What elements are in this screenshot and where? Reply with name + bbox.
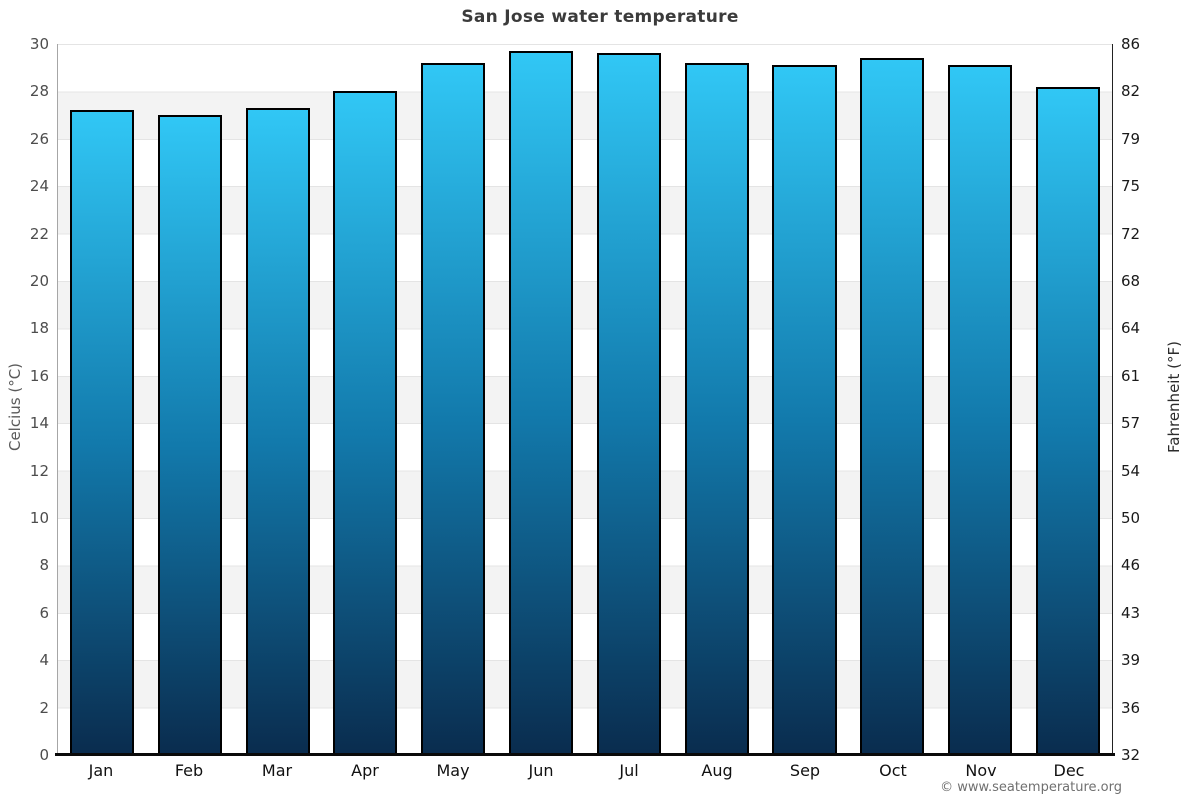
bar-slot-apr: [321, 44, 409, 755]
bar-slot-feb: [146, 44, 234, 755]
bar-sep: [772, 65, 837, 755]
bar-slot-jul: [585, 44, 673, 755]
celsius-tick-18: 18: [29, 319, 49, 338]
fahrenheit-tick-57: 57: [1121, 414, 1141, 433]
celsius-tick-24: 24: [29, 177, 49, 196]
celsius-tick-2: 2: [39, 698, 49, 717]
bar-mar: [245, 108, 310, 755]
bar-slot-mar: [234, 44, 322, 755]
fahrenheit-tick-86: 86: [1121, 35, 1141, 53]
celsius-tick-10: 10: [29, 509, 49, 527]
fahrenheit-tick-61: 61: [1121, 366, 1141, 385]
month-label-oct: Oct: [879, 761, 907, 780]
bar-nov: [948, 65, 1013, 755]
month-label-feb: Feb: [174, 761, 204, 780]
celsius-tick-26: 26: [29, 129, 49, 148]
bar-slot-jan: [58, 44, 146, 755]
fahrenheit-tick-79: 79: [1121, 129, 1141, 148]
bar-aug: [684, 62, 749, 755]
bar-dec: [1035, 86, 1101, 755]
month-label-may: May: [436, 761, 470, 780]
month-label-sep: Sep: [789, 761, 821, 780]
fahrenheit-tick-75: 75: [1121, 177, 1141, 196]
month-label-jan: Jan: [88, 761, 114, 780]
fahrenheit-tick-43: 43: [1121, 603, 1141, 622]
month-label-mar: Mar: [261, 761, 293, 780]
bar-slot-dec: [1024, 44, 1112, 755]
celsius-tick-20: 20: [29, 272, 49, 290]
fahrenheit-tick-68: 68: [1121, 272, 1141, 290]
month-label-jul: Jul: [619, 761, 639, 780]
copyright-credit: © www.seatemperature.org: [940, 780, 1122, 795]
celsius-tick-28: 28: [29, 82, 49, 101]
fahrenheit-tick-72: 72: [1121, 224, 1141, 243]
month-axis-labels: Jan Feb Mar Apr May Jun Jul Aug Sep Oct Nov Dec: [57, 761, 1113, 780]
month-label-nov: Nov: [965, 761, 997, 780]
month-label-dec: Dec: [1053, 761, 1085, 780]
fahrenheit-tick-50: 50: [1121, 509, 1141, 527]
bar-slot-aug: [673, 44, 761, 755]
bar-jan: [69, 110, 134, 755]
bar-slot-may: [409, 44, 497, 755]
fahrenheit-axis-title: Fahrenheit (°F): [1165, 341, 1183, 453]
bar-oct: [860, 58, 925, 755]
celsius-tick-14: 14: [29, 414, 49, 433]
bar-slot-nov: [936, 44, 1024, 755]
bar-slot-oct: [848, 44, 936, 755]
celsius-tick-6: 6: [39, 603, 49, 622]
celsius-tick-30: 30: [29, 35, 49, 53]
plot-area: [57, 44, 1113, 755]
fahrenheit-tick-46: 46: [1121, 556, 1141, 575]
celsius-tick-4: 4: [39, 651, 49, 670]
fahrenheit-tick-82: 82: [1121, 82, 1141, 101]
fahrenheit-tick-64: 64: [1121, 319, 1141, 338]
month-label-apr: Apr: [351, 761, 379, 780]
month-label-aug: Aug: [701, 761, 733, 780]
celsius-tick-12: 12: [29, 461, 49, 480]
celsius-axis-title: Celcius (°C): [6, 362, 24, 452]
bar-series: [58, 44, 1112, 755]
month-label-jun: Jun: [528, 761, 554, 780]
celsius-tick-16: 16: [29, 366, 49, 385]
celsius-tick-22: 22: [29, 224, 49, 243]
fahrenheit-tick-32: 32: [1121, 746, 1141, 764]
bar-slot-jun: [497, 44, 585, 755]
x-axis-line: [55, 753, 1115, 756]
celsius-tick-0: 0: [39, 746, 49, 764]
bar-jul: [596, 53, 661, 755]
bar-jun: [509, 51, 574, 755]
fahrenheit-tick-54: 54: [1121, 461, 1141, 480]
bar-may: [421, 62, 486, 755]
chart-title: San Jose water temperature: [461, 7, 739, 27]
bar-apr: [333, 91, 398, 755]
bar-feb: [157, 115, 222, 755]
fahrenheit-tick-39: 39: [1121, 651, 1141, 670]
fahrenheit-tick-36: 36: [1121, 698, 1141, 717]
celsius-tick-8: 8: [39, 556, 49, 575]
bar-slot-sep: [761, 44, 849, 755]
